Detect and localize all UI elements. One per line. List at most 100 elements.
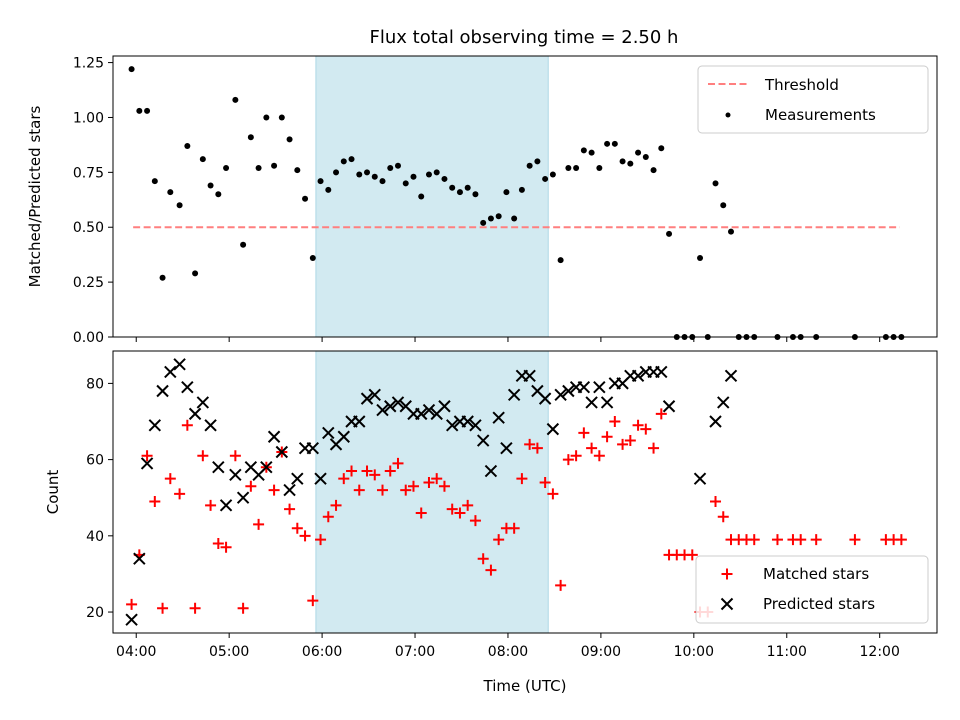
x-tick-label: 05:00 <box>209 644 249 660</box>
predicted-point <box>631 369 645 382</box>
measurement-point <box>480 219 487 226</box>
top-panel: 0.00 0.25 0.50 0.75 1.00 1.25 Matched/Predicte… <box>26 55 938 346</box>
legend-predicted-swatch <box>720 597 734 611</box>
matched-point <box>462 499 474 511</box>
matched-point <box>338 473 350 485</box>
predicted-point <box>125 613 138 626</box>
matched-point <box>245 480 257 492</box>
predicted-point <box>353 415 366 428</box>
predicted-point <box>724 369 738 382</box>
predicted-point <box>438 400 451 413</box>
predicted-point <box>306 441 320 455</box>
measurement-point <box>495 213 502 220</box>
y-tick-label: 60 <box>86 453 104 469</box>
predicted-point <box>229 468 242 482</box>
matched-point <box>795 534 807 546</box>
matched-point <box>361 465 373 477</box>
matched-point <box>485 564 497 576</box>
matched-point <box>400 484 412 496</box>
predicted-point <box>236 491 250 504</box>
matched-point <box>189 602 201 614</box>
measurement-point <box>619 158 626 165</box>
legend-measurement-swatch <box>725 112 731 118</box>
legend-label: Predicted stars <box>763 595 875 613</box>
matched-point <box>384 465 396 477</box>
predicted-point <box>337 430 350 443</box>
predicted-point <box>523 369 536 382</box>
x-tick-label: 08:00 <box>488 644 528 660</box>
predicted-point <box>693 472 707 485</box>
measurement-point <box>635 149 642 156</box>
matched-point <box>330 499 342 511</box>
matched-point <box>126 598 138 610</box>
predicted-point <box>546 422 560 436</box>
matched-point <box>369 469 381 481</box>
measurement-point <box>144 107 151 114</box>
measurement-point <box>128 66 135 73</box>
measurement-point <box>176 202 183 209</box>
measurement-point <box>557 257 564 264</box>
x-tick-label: 09:00 <box>581 644 621 660</box>
predicted-point <box>322 426 335 440</box>
measurement-point <box>611 140 618 147</box>
legend-box <box>697 65 929 134</box>
matched-point <box>539 476 551 488</box>
measurement-point <box>658 145 665 152</box>
matched-point <box>477 553 489 565</box>
x-tick-label: 12:00 <box>860 644 900 660</box>
predicted-point <box>368 388 381 402</box>
measurement-point <box>666 230 673 237</box>
matched-point <box>322 511 334 523</box>
matched-point <box>346 465 358 477</box>
measurement-point <box>642 153 649 160</box>
matched-point <box>624 435 636 447</box>
predicted-point <box>422 403 436 417</box>
predicted-point <box>283 483 296 497</box>
x-tick-label: 06:00 <box>302 644 342 660</box>
measurement-point <box>402 180 409 187</box>
matched-point <box>562 454 574 466</box>
predicted-point <box>577 380 591 394</box>
matched-point <box>253 518 265 530</box>
measurement-point <box>487 215 494 222</box>
legend-label: Measurements <box>765 106 876 124</box>
measurement-point <box>379 178 386 185</box>
x-axis-label: Time (UTC) <box>483 677 567 695</box>
matched-point <box>141 450 153 462</box>
measurement-point <box>167 189 174 196</box>
predicted-point <box>314 472 327 485</box>
matched-point <box>197 450 209 462</box>
measurement-point <box>255 164 262 171</box>
predicted-point <box>360 392 374 405</box>
matched-point <box>586 442 598 454</box>
y-tick-label: 0.25 <box>73 275 104 291</box>
plot-frame <box>112 55 938 338</box>
y-tick-label: 0.50 <box>73 220 104 236</box>
matched-point <box>686 549 698 561</box>
matched-point <box>516 473 528 485</box>
matched-point <box>710 496 722 508</box>
measurement-point <box>503 189 510 196</box>
matched-point <box>578 427 590 439</box>
measurement-point <box>588 149 595 156</box>
matched-point <box>268 484 280 496</box>
measurement-point <box>223 164 230 171</box>
measurement-point <box>278 114 285 121</box>
measurement-point <box>410 173 417 180</box>
measurement-point <box>348 156 355 163</box>
predicted-point <box>484 464 498 478</box>
predicted-point <box>585 396 598 409</box>
matched-point <box>307 595 319 607</box>
legend-label: Matched stars <box>763 565 869 583</box>
y-axis-label: Matched/Predicted stars <box>26 106 44 288</box>
legend-label: Threshold <box>764 76 839 94</box>
matched-point <box>609 416 621 427</box>
predicted-point <box>562 384 575 398</box>
matched-point <box>284 503 296 515</box>
predicted-point <box>554 388 567 402</box>
predicted-point <box>662 400 676 413</box>
x-tick-label: 11:00 <box>767 644 807 660</box>
matched-point <box>157 602 169 614</box>
measurement-point <box>604 140 611 147</box>
matched-point <box>299 530 311 542</box>
